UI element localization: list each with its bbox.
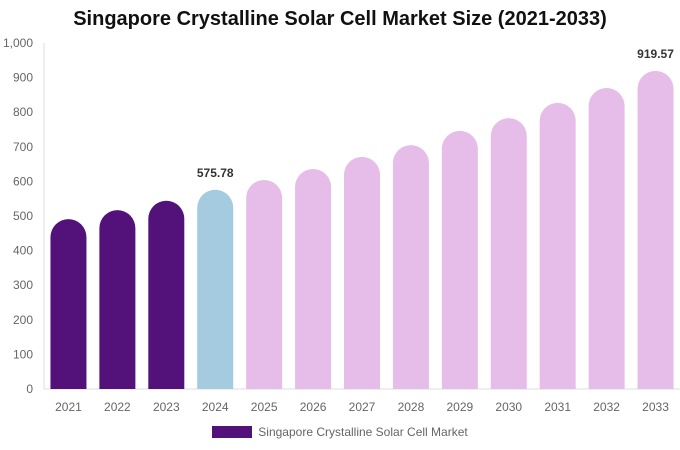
x-tick-label: 2033 (642, 400, 669, 414)
data-label-2024: 575.78 (197, 166, 234, 180)
x-tick-label: 2029 (446, 400, 473, 414)
y-tick-label: 800 (13, 105, 33, 119)
bar-2027 (344, 156, 380, 389)
bar-2024 (197, 189, 234, 389)
x-tick-label: 2021 (55, 400, 82, 414)
y-tick-label: 1,000 (3, 36, 33, 50)
x-tick-label: 2023 (153, 400, 180, 414)
y-tick-label: 700 (13, 140, 33, 154)
bar-2029 (441, 130, 478, 389)
x-tick-label: 2031 (544, 400, 571, 414)
x-tick-label: 2026 (300, 400, 327, 414)
bar-2032 (588, 87, 625, 389)
x-tick-label: 2025 (251, 400, 278, 414)
data-label-2033: 919.57 (637, 47, 674, 61)
legend-swatch (212, 426, 253, 438)
y-tick-label: 600 (13, 174, 33, 188)
x-tick-label: 2027 (349, 400, 376, 414)
y-tick-label: 900 (13, 71, 33, 85)
y-tick-label: 100 (13, 347, 33, 361)
x-tick-label: 2032 (593, 400, 620, 414)
bar-2021 (50, 219, 87, 389)
bar-2033 (637, 70, 674, 389)
x-tick-label: 2030 (495, 400, 522, 414)
y-tick-label: 400 (13, 244, 33, 258)
bar-2031 (539, 102, 576, 389)
x-tick-label: 2024 (202, 400, 229, 414)
chart-title: Singapore Crystalline Solar Cell Market … (73, 8, 607, 30)
bar-2022 (99, 210, 136, 389)
legend-label: Singapore Crystalline Solar Cell Market (258, 425, 468, 439)
y-tick-label: 300 (13, 278, 33, 292)
y-tick-label: 500 (13, 209, 33, 223)
y-tick-label: 200 (13, 313, 33, 327)
bar-2025 (246, 180, 283, 389)
bar-2030 (490, 118, 527, 389)
bar-2028 (392, 145, 429, 389)
bar-2023 (148, 200, 185, 389)
y-tick-label: 0 (26, 382, 33, 396)
x-tick-label: 2022 (104, 400, 131, 414)
legend[interactable]: Singapore Crystalline Solar Cell Market (0, 425, 680, 439)
x-tick-label: 2028 (398, 400, 425, 414)
bar-2026 (295, 168, 332, 389)
